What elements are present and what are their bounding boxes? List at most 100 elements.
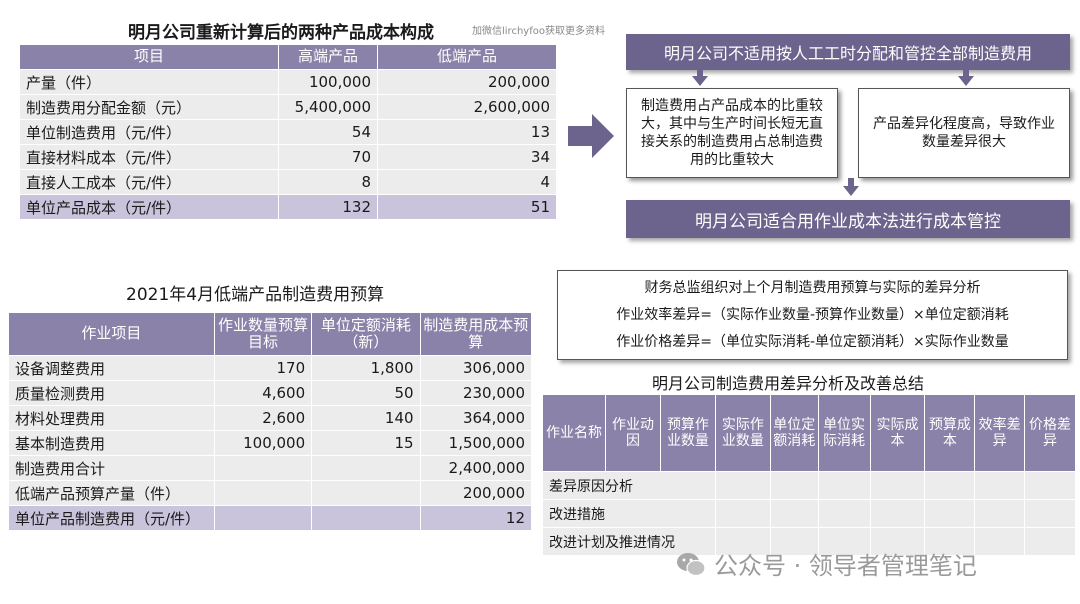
col-header: 低端产品 (378, 45, 556, 69)
connector (697, 70, 703, 76)
table-row-total: 单位产品成本（元/件） 132 51 (20, 195, 556, 219)
item-label: 质量检测费用 (9, 381, 214, 405)
col-header: 实际作业数量 (715, 395, 770, 471)
flow-bottom-box: 明月公司适合用作业成本法进行成本管控 (626, 200, 1070, 238)
unit-value: 50 (312, 381, 420, 405)
item-label: 制造费用合计 (9, 456, 214, 480)
col-header: 单位定额消耗 (770, 395, 818, 471)
flow-top-box: 明月公司不适用按人工工时分配和管控全部制造费用 (626, 34, 1070, 70)
small-watermark: 加微信lirchyfoo获取更多资料 (472, 26, 605, 37)
table-row: 差异原因分析 (543, 472, 1075, 499)
connector (848, 178, 854, 186)
high-value: 5,400,000 (279, 95, 377, 119)
row-label: 差异原因分析 (543, 472, 715, 499)
col-header: 单位实际消耗 (818, 395, 870, 471)
unit-value (312, 456, 420, 480)
row-label: 改进措施 (543, 500, 715, 527)
item-label: 单位产品制造费用（元/件） (9, 506, 214, 530)
item-label: 材料处理费用 (9, 406, 214, 430)
unit-value (312, 481, 420, 505)
table-row: 改进计划及推进情况 (543, 528, 1075, 555)
summary-table: 作业名称 作业动因 预算作业数量 实际作业数量 单位定额消耗 单位实际消耗 实际… (542, 394, 1076, 556)
unit-value: 1,800 (312, 356, 420, 380)
unit-value (312, 506, 420, 530)
arrow-down-icon (843, 186, 859, 196)
arrow-down-icon (692, 76, 708, 86)
table-row: 材料处理费用 2,600 140 364,000 (9, 406, 531, 430)
right-arrow-icon (568, 114, 614, 158)
cost-table-title: 明月公司重新计算后的两种产品成本构成 (128, 23, 434, 43)
row-label: 直接材料成本（元/件） (20, 145, 278, 169)
col-header: 项目 (20, 45, 278, 69)
row-label: 制造费用分配金额（元） (20, 95, 278, 119)
col-header: 高端产品 (279, 45, 377, 69)
table-row: 质量检测费用 4,600 50 230,000 (9, 381, 531, 405)
table-row-total: 单位产品制造费用（元/件） 12 (9, 506, 531, 530)
col-header: 实际成本 (870, 395, 925, 471)
low-value: 4 (378, 170, 556, 194)
table-row: 改进措施 (543, 500, 1075, 527)
row-label: 单位产品成本（元/件） (20, 195, 278, 219)
table-row: 设备调整费用 170 1,800 306,000 (9, 356, 531, 380)
item-label: 基本制造费用 (9, 431, 214, 455)
low-value: 34 (378, 145, 556, 169)
connector (963, 70, 969, 76)
qty-value: 170 (214, 356, 312, 380)
col-header: 价格差异 (1025, 395, 1075, 471)
qty-value: 4,600 (214, 381, 312, 405)
col-header: 作业数量预算目标 (214, 313, 312, 355)
unit-value: 140 (312, 406, 420, 430)
table-row: 单位制造费用（元/件） 54 13 (20, 120, 556, 144)
row-label: 改进计划及推进情况 (543, 528, 715, 555)
table-row: 直接材料成本（元/件） 70 34 (20, 145, 556, 169)
low-value: 51 (378, 195, 556, 219)
table-row: 产量（件） 100,000 200,000 (20, 70, 556, 94)
low-value: 2,600,000 (378, 95, 556, 119)
col-header: 作业项目 (9, 313, 214, 355)
cost-table: 项目 高端产品 低端产品 产量（件） 100,000 200,000 制造费用分… (19, 44, 557, 220)
col-header: 预算作业数量 (660, 395, 715, 471)
col-header: 单位定额消耗（新） (312, 313, 420, 355)
table-row: 低端产品预算产量（件） 200,000 (9, 481, 531, 505)
watermark: 公众号 · 领导者管理笔记 (676, 546, 977, 581)
row-label: 直接人工成本（元/件） (20, 170, 278, 194)
table-row: 直接人工成本（元/件） 8 4 (20, 170, 556, 194)
price-formula: 作业价格差异=（单位实际消耗-单位定额消耗）×实际作业数量 (616, 334, 1009, 350)
row-label: 单位制造费用（元/件） (20, 120, 278, 144)
flow-left-box: 制造费用占产品成本的比重较大，其中与生产时间长短无直接关系的制造费用占总制造费用… (626, 88, 838, 178)
cost-value: 200,000 (420, 481, 531, 505)
low-value: 200,000 (378, 70, 556, 94)
qty-value (214, 456, 312, 480)
col-header: 作业动因 (606, 395, 660, 471)
high-value: 70 (279, 145, 377, 169)
unit-value: 15 (312, 431, 420, 455)
budget-table: 作业项目 作业数量预算目标 单位定额消耗（新） 制造费用成本预算 设备调整费用 … (8, 312, 532, 531)
col-header: 预算成本 (925, 395, 975, 471)
high-value: 132 (279, 195, 377, 219)
cost-value: 12 (420, 506, 531, 530)
cost-value: 306,000 (420, 356, 531, 380)
cost-value: 230,000 (420, 381, 531, 405)
item-label: 设备调整费用 (9, 356, 214, 380)
item-label: 低端产品预算产量（件） (9, 481, 214, 505)
col-header: 效率差异 (975, 395, 1025, 471)
table-row: 制造费用分配金额（元） 5,400,000 2,600,000 (20, 95, 556, 119)
qty-value (214, 481, 312, 505)
watermark-text: 公众号 · 领导者管理笔记 (714, 552, 977, 580)
flow-right-box: 产品差异化程度高，导致作业数量差异很大 (858, 88, 1070, 178)
variance-formula-box: 财务总监组织对上个月制造费用预算与实际的差异分析 作业效率差异=（实际作业数量-… (557, 270, 1068, 360)
table-row: 基本制造费用 100,000 15 1,500,000 (9, 431, 531, 455)
formula-intro: 财务总监组织对上个月制造费用预算与实际的差异分析 (644, 280, 981, 296)
summary-table-title: 明月公司制造费用差异分析及改善总结 (652, 374, 925, 393)
table-row: 制造费用合计 2,400,000 (9, 456, 531, 480)
cost-value: 1,500,000 (420, 431, 531, 455)
low-value: 13 (378, 120, 556, 144)
qty-value: 100,000 (214, 431, 312, 455)
cost-value: 2,400,000 (420, 456, 531, 480)
qty-value (214, 506, 312, 530)
high-value: 100,000 (279, 70, 377, 94)
cost-value: 364,000 (420, 406, 531, 430)
high-value: 54 (279, 120, 377, 144)
col-header: 制造费用成本预算 (420, 313, 531, 355)
arrow-down-icon (958, 76, 974, 86)
